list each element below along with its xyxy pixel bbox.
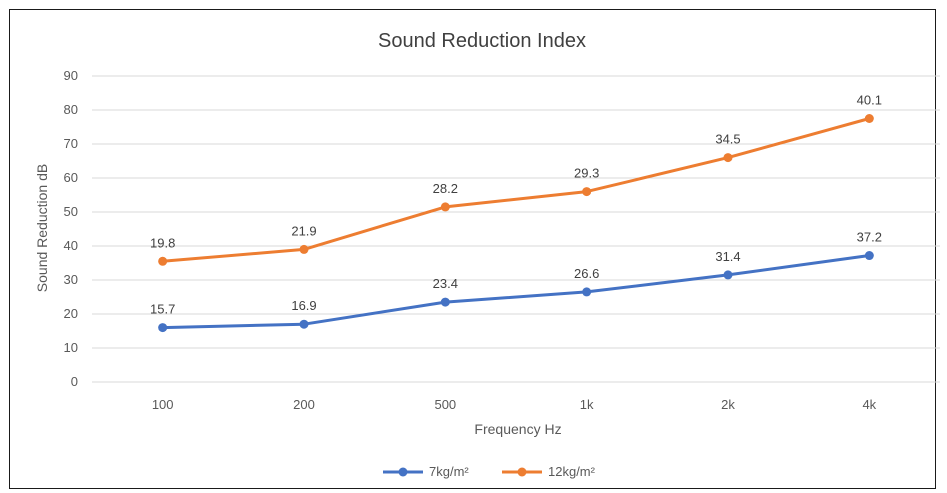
y-tick-label: 20 xyxy=(64,306,78,321)
y-tick-label: 80 xyxy=(64,102,78,117)
data-point xyxy=(723,153,733,163)
data-point xyxy=(582,287,592,297)
x-tick-label: 500 xyxy=(434,397,456,412)
x-tick-label: 1k xyxy=(580,397,594,412)
data-point xyxy=(723,270,733,280)
gridlines xyxy=(92,75,940,383)
data-point xyxy=(158,256,168,266)
chart-frame xyxy=(9,9,936,489)
data-label: 40.1 xyxy=(857,93,882,108)
data-label: 26.6 xyxy=(574,266,599,281)
y-tick-label: 60 xyxy=(64,170,78,185)
data-label: 21.9 xyxy=(291,223,316,238)
data-label: 28.2 xyxy=(433,181,458,196)
legend-label: 7kg/m² xyxy=(429,464,469,479)
series-group: 15.7 16.9 23.4 26.6 31.4 37.2 19.8 21.9 28.2 29.3… xyxy=(150,93,882,333)
data-label: 29.3 xyxy=(574,166,599,181)
chart-title: Sound Reduction Index xyxy=(378,30,586,52)
x-tick-label: 4k xyxy=(862,397,876,412)
legend-swatch-marker xyxy=(398,467,408,477)
data-point xyxy=(864,114,874,123)
data-point xyxy=(299,244,309,254)
data-label: 19.8 xyxy=(150,235,175,250)
x-tick-label: 100 xyxy=(152,397,174,412)
x-tick-label: 2k xyxy=(721,397,735,412)
y-axis-label: Sound Reduction dB xyxy=(34,164,50,292)
data-label: 15.7 xyxy=(150,302,175,317)
series-line xyxy=(161,254,871,330)
series-line xyxy=(161,117,871,263)
data-label: 37.2 xyxy=(857,230,882,245)
x-axis-label: Frequency Hz xyxy=(474,421,561,437)
x-tick-label: 200 xyxy=(293,397,315,412)
legend: 7kg/m² 12kg/m² xyxy=(383,464,596,479)
y-tick-label: 70 xyxy=(64,136,78,151)
legend-label: 12kg/m² xyxy=(548,464,596,479)
data-label: 23.4 xyxy=(433,276,458,291)
data-point xyxy=(440,297,450,307)
data-point xyxy=(440,202,450,212)
y-tick-label: 90 xyxy=(64,68,78,83)
y-axis-ticks: 0 10 20 30 40 50 60 70 80 90 xyxy=(64,68,78,389)
data-label: 31.4 xyxy=(715,249,740,264)
data-label: 34.5 xyxy=(715,132,740,147)
y-tick-label: 50 xyxy=(64,204,78,219)
data-label: 16.9 xyxy=(291,298,316,313)
data-point xyxy=(299,319,309,329)
legend-swatch-marker xyxy=(517,467,527,477)
data-point xyxy=(582,187,592,197)
data-point xyxy=(158,323,168,333)
y-tick-label: 0 xyxy=(71,374,78,389)
y-tick-label: 10 xyxy=(64,340,78,355)
x-axis-ticks: 100 200 500 1k 2k 4k xyxy=(152,397,877,412)
y-tick-label: 30 xyxy=(64,272,78,287)
data-point xyxy=(864,251,874,261)
y-tick-label: 40 xyxy=(64,238,78,253)
